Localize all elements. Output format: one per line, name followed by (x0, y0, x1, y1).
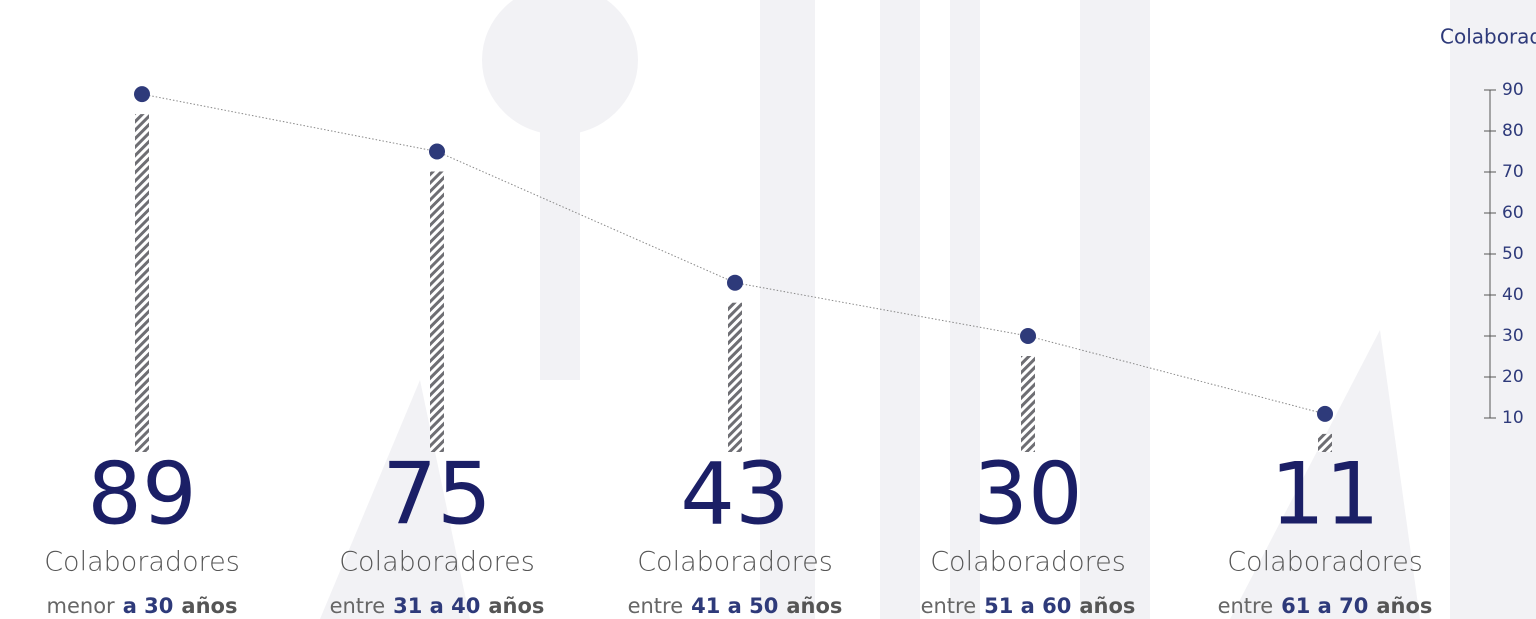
hatched-bar (1318, 433, 1332, 452)
trend-line (141, 93, 1326, 415)
hatched-bar (430, 171, 444, 452)
y-tick-label: 30 (1502, 326, 1524, 346)
category-range: 31 a 40 (393, 594, 480, 618)
value-label: 43 (680, 444, 789, 544)
point (727, 274, 743, 291)
category-range: 61 a 70 (1281, 594, 1368, 618)
category-prefix: entre (330, 594, 386, 618)
y-tick-label: 80 (1502, 121, 1524, 141)
category-label: entre 31 a 40 años (330, 594, 545, 618)
category-unit: años (1079, 594, 1135, 618)
y-tick-label: 60 (1502, 203, 1524, 223)
point (429, 143, 445, 160)
category-label: entre 41 a 50 años (628, 594, 843, 618)
category-prefix: entre (921, 594, 977, 618)
category-unit: años (1376, 594, 1432, 618)
value-label: 75 (382, 444, 491, 544)
value-caption: Colaboradores (1227, 547, 1423, 578)
hatched-bar (728, 302, 742, 452)
value-label: 30 (973, 444, 1082, 544)
value-caption: Colaboradores (339, 547, 535, 578)
category-range: a 30 (123, 594, 174, 618)
y-tick-label: 90 (1502, 80, 1524, 100)
background-decor (320, 0, 1536, 619)
hatched-bar (1021, 356, 1035, 452)
category-unit: años (786, 594, 842, 618)
value-caption: Colaboradores (637, 547, 833, 578)
y-axis-title: Colaboradores (1440, 25, 1536, 49)
category-prefix: menor (47, 594, 116, 618)
hatched-bar (135, 114, 149, 452)
category-prefix: entre (628, 594, 684, 618)
value-label: 11 (1270, 444, 1379, 544)
category-prefix: entre (1218, 594, 1274, 618)
y-tick-label: 50 (1502, 244, 1524, 264)
value-label: 89 (87, 444, 196, 544)
category-label: entre 61 a 70 años (1218, 594, 1433, 618)
point (134, 86, 150, 103)
y-tick-label: 20 (1502, 367, 1524, 387)
value-caption: Colaboradores (930, 547, 1126, 578)
point (1020, 328, 1036, 344)
category-unit: años (181, 594, 237, 618)
category-label: menor a 30 años (47, 594, 238, 618)
category-range: 51 a 60 (984, 594, 1071, 618)
value-caption: Colaboradores (44, 547, 240, 578)
category-label: entre 51 a 60 años (921, 594, 1136, 618)
y-tick-label: 70 (1502, 162, 1524, 182)
y-tick-label: 10 (1502, 408, 1524, 428)
y-tick-label: 40 (1502, 285, 1524, 305)
point (1317, 405, 1333, 422)
category-range: 41 a 50 (691, 594, 778, 618)
category-unit: años (488, 594, 544, 618)
